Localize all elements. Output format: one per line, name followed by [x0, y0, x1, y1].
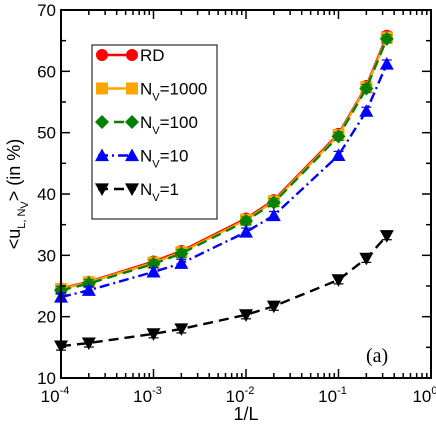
- y-axis-label: <uL, NV> (in %): [4, 139, 31, 250]
- data-point: [359, 81, 374, 96]
- data-point: [239, 309, 253, 322]
- data-point: [359, 252, 374, 266]
- series-3: [54, 56, 394, 303]
- x-axis-label: 1/L: [233, 404, 258, 424]
- y-tick-label: 40: [37, 185, 56, 204]
- data-point: [359, 104, 374, 117]
- data-point: [81, 337, 96, 351]
- data-point: [174, 256, 189, 269]
- data-point: [174, 246, 189, 261]
- legend-marker: [95, 183, 109, 196]
- legend-entry: NV=1: [95, 180, 179, 204]
- legend-marker: [125, 148, 139, 162]
- legend-label: NV=1: [140, 180, 179, 204]
- x-tick-label: 10-4: [41, 385, 70, 406]
- x-tick-label: 10-3: [133, 385, 162, 406]
- legend-marker: [96, 82, 108, 95]
- legend-entry: NV=1000: [96, 80, 207, 104]
- y-tick-label: 50: [37, 124, 56, 143]
- legend-label: NV=100: [140, 113, 198, 137]
- x-tick-label: 10-2: [226, 385, 255, 406]
- legend-entry: NV=10: [95, 147, 188, 171]
- legend-entry: NV=100: [95, 113, 198, 137]
- data-point: [146, 328, 161, 341]
- legend-marker: [125, 183, 139, 196]
- y-tick-label: 10: [37, 369, 56, 388]
- legend-label: NV=10: [140, 147, 188, 171]
- data-point: [331, 129, 346, 144]
- legend-box: [91, 44, 218, 220]
- data-point: [331, 148, 346, 161]
- data-point: [331, 274, 346, 287]
- legend-marker: [126, 49, 138, 61]
- x-tick-label: 10-1: [318, 385, 347, 406]
- series-4: [54, 230, 394, 354]
- x-tick-label: 100: [412, 385, 436, 406]
- y-tick-label: 70: [37, 1, 56, 20]
- data-point: [266, 300, 281, 314]
- data-point: [174, 323, 189, 336]
- data-point: [146, 264, 161, 278]
- legend-entry: RD: [96, 46, 165, 65]
- y-tick-label: 30: [37, 246, 56, 265]
- data-point: [239, 213, 253, 228]
- data-point: [379, 31, 394, 46]
- data-point: [379, 56, 394, 70]
- series-line: [60, 234, 388, 348]
- data-point: [239, 225, 253, 238]
- legend-marker: [96, 49, 108, 61]
- legend-label: NV=1000: [140, 80, 207, 104]
- legend-marker: [126, 82, 138, 95]
- data-point: [379, 230, 394, 243]
- legend-marker: [95, 148, 109, 162]
- data-point: [266, 208, 281, 222]
- legend-label: RD: [140, 46, 165, 65]
- y-tick-label: 20: [37, 308, 56, 327]
- panel-annotation: (a): [366, 345, 388, 367]
- legend: RD NV=1000 NV=100 NV=10 NV=1: [91, 44, 218, 220]
- data-point: [266, 195, 281, 210]
- legend-marker: [95, 115, 109, 129]
- data-point: [81, 283, 96, 296]
- legend-marker: [125, 115, 139, 129]
- series-2: [54, 31, 394, 298]
- y-tick-label: 60: [37, 62, 56, 81]
